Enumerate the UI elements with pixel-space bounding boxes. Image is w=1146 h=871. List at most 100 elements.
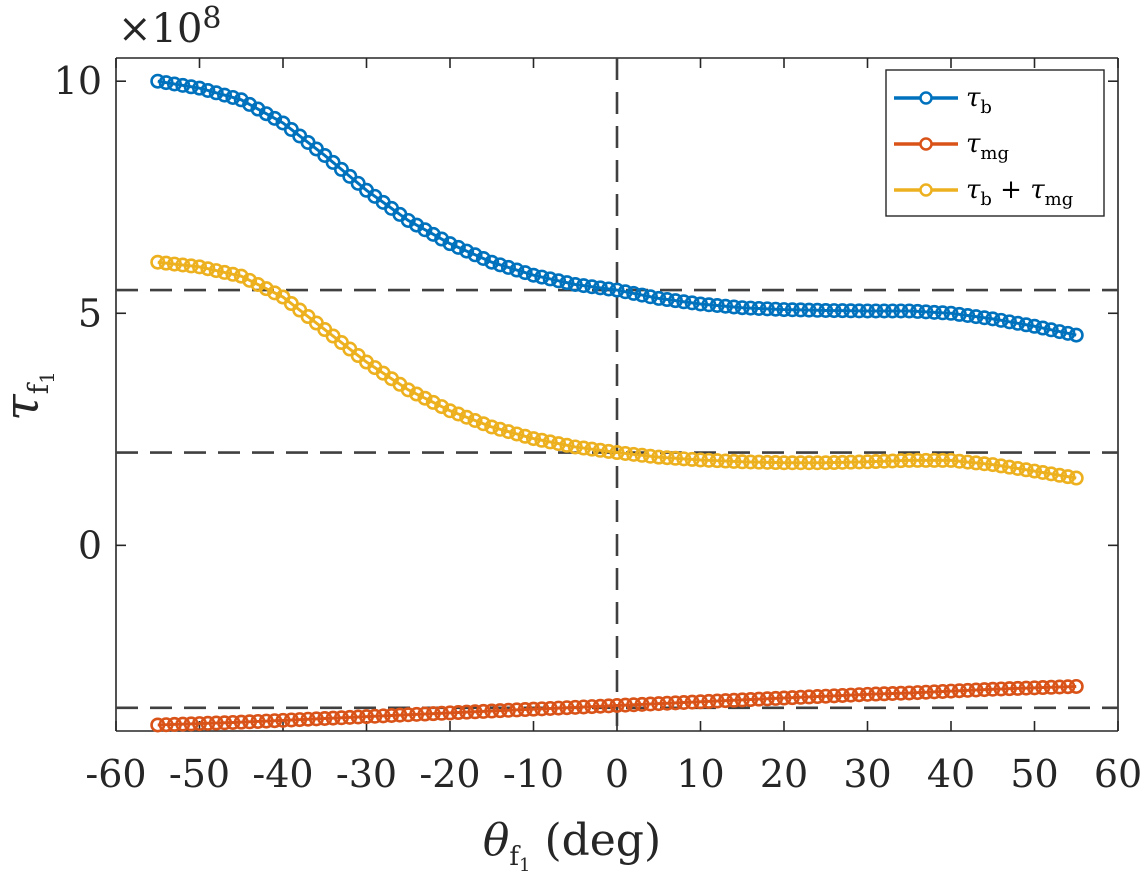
data-point bbox=[1010, 680, 1026, 696]
data-point bbox=[150, 254, 166, 270]
data-point bbox=[509, 702, 525, 718]
data-point bbox=[517, 265, 533, 281]
data-point bbox=[726, 692, 742, 708]
data-point bbox=[834, 303, 850, 319]
data-point bbox=[551, 273, 567, 289]
data-point bbox=[584, 279, 600, 295]
data-point bbox=[692, 296, 708, 312]
data-point bbox=[225, 89, 241, 105]
data-point bbox=[626, 697, 642, 713]
data-point bbox=[885, 685, 901, 701]
data-point bbox=[818, 455, 834, 471]
data-point bbox=[976, 456, 992, 472]
data-point bbox=[843, 687, 859, 703]
data-point bbox=[542, 700, 558, 716]
data-point bbox=[417, 390, 433, 406]
data-point bbox=[250, 276, 266, 292]
data-point bbox=[692, 452, 708, 468]
data-point bbox=[809, 689, 825, 705]
data-point bbox=[475, 251, 491, 267]
data-point bbox=[434, 705, 450, 721]
data-point bbox=[525, 701, 541, 717]
data-point bbox=[876, 453, 892, 469]
data-point bbox=[993, 312, 1009, 328]
legend-swatch-marker bbox=[919, 183, 933, 197]
data-point bbox=[500, 702, 516, 718]
data-point bbox=[910, 303, 926, 319]
data-point bbox=[893, 303, 909, 319]
data-point bbox=[701, 297, 717, 313]
data-point bbox=[843, 303, 859, 319]
data-point bbox=[275, 712, 291, 728]
data-point bbox=[826, 303, 842, 319]
data-point bbox=[743, 692, 759, 708]
data-point bbox=[592, 442, 608, 458]
data-point bbox=[484, 419, 500, 435]
data-point bbox=[768, 301, 784, 317]
data-point bbox=[784, 302, 800, 318]
data-point bbox=[175, 257, 191, 273]
data-point bbox=[183, 79, 199, 95]
data-point bbox=[592, 280, 608, 296]
data-point bbox=[609, 445, 625, 461]
data-point bbox=[1001, 459, 1017, 475]
x-tick-label: 40 bbox=[927, 752, 975, 796]
data-point bbox=[534, 432, 550, 448]
data-point bbox=[885, 303, 901, 319]
data-point bbox=[868, 454, 884, 470]
data-point bbox=[651, 696, 667, 712]
data-point bbox=[985, 311, 1001, 327]
data-point bbox=[960, 308, 976, 324]
data-point bbox=[642, 696, 658, 712]
data-point bbox=[509, 262, 525, 278]
legend-swatch-marker bbox=[919, 91, 933, 105]
data-point bbox=[901, 685, 917, 701]
data-point bbox=[701, 452, 717, 468]
data-point bbox=[525, 267, 541, 283]
data-point bbox=[576, 278, 592, 294]
x-tick-label: 60 bbox=[1094, 752, 1142, 796]
data-point bbox=[617, 697, 633, 713]
data-point bbox=[450, 239, 466, 255]
data-point bbox=[734, 692, 750, 708]
data-point bbox=[450, 406, 466, 422]
data-point bbox=[217, 715, 233, 731]
data-point bbox=[676, 695, 692, 711]
data-point bbox=[901, 452, 917, 468]
data-point bbox=[517, 702, 533, 718]
data-point bbox=[726, 299, 742, 315]
data-point bbox=[634, 287, 650, 303]
data-point bbox=[1068, 678, 1084, 694]
data-point bbox=[367, 708, 383, 724]
data-point bbox=[559, 700, 575, 716]
legend-swatch-marker bbox=[919, 137, 933, 151]
data-point bbox=[208, 263, 224, 279]
data-point bbox=[826, 455, 842, 471]
data-point bbox=[200, 261, 216, 277]
data-point bbox=[333, 710, 349, 726]
data-point bbox=[166, 256, 182, 272]
x-axis-title: θf1 (deg) bbox=[483, 815, 661, 871]
data-point bbox=[943, 452, 959, 468]
data-point bbox=[968, 455, 984, 471]
data-point bbox=[943, 305, 959, 321]
data-point bbox=[659, 292, 675, 308]
data-point bbox=[358, 709, 374, 725]
data-point bbox=[918, 684, 934, 700]
reference-lines bbox=[116, 58, 1118, 731]
data-point bbox=[642, 448, 658, 464]
y-exponent-label: ×108 bbox=[118, 1, 222, 52]
data-point bbox=[500, 424, 516, 440]
data-point bbox=[1001, 314, 1017, 330]
data-point bbox=[409, 386, 425, 402]
data-point bbox=[434, 399, 450, 415]
data-point bbox=[751, 300, 767, 316]
x-tick-label: 20 bbox=[760, 752, 808, 796]
data-point bbox=[350, 709, 366, 725]
data-point bbox=[375, 708, 391, 724]
data-point bbox=[258, 713, 274, 729]
data-point bbox=[709, 453, 725, 469]
data-point bbox=[183, 716, 199, 732]
data-point bbox=[993, 458, 1009, 474]
data-point bbox=[667, 450, 683, 466]
